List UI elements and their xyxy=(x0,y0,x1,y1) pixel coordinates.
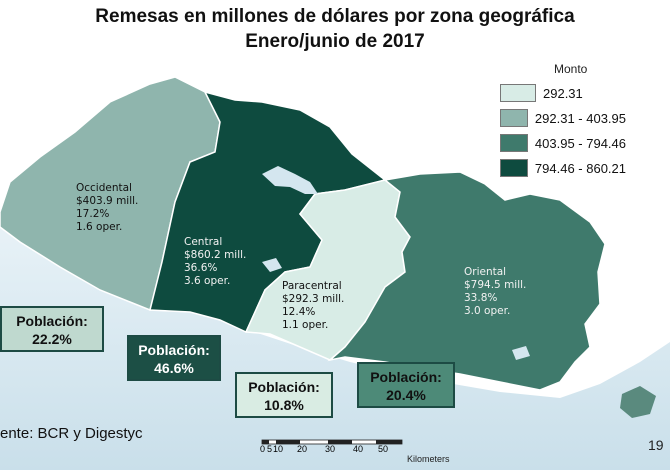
population-value: 20.4% xyxy=(386,387,426,403)
scale-tick: 50 xyxy=(378,444,389,454)
lake-olomega xyxy=(512,346,530,360)
lake-ilopango xyxy=(262,258,282,272)
scale-tick: 0 xyxy=(260,444,266,454)
label-paracentral-amount: $292.3 mill. xyxy=(282,293,345,305)
label-paracentral: Paracentral $292.3 mill. 12.4% 1.1 oper. xyxy=(282,280,344,332)
legend-swatch xyxy=(500,84,536,102)
legend-title: Monto xyxy=(554,62,588,76)
legend-item: 794.46 - 860.21 xyxy=(500,157,626,179)
label-oriental: Oriental $794.5 mill. 33.8% 3.0 oper. xyxy=(464,266,526,318)
legend: Monto 292.31 292.31 - 403.95 403.95 - 79… xyxy=(500,62,626,182)
label-paracentral-share: 12.4% xyxy=(282,306,316,318)
scale-bar xyxy=(261,439,403,445)
population-value: 46.6% xyxy=(154,360,194,376)
scale-tick: 10 xyxy=(273,444,284,454)
scale-ticks: 0 5 10 20 30 40 50 xyxy=(258,444,408,456)
scale-tick: 30 xyxy=(325,444,336,454)
label-central-ops: 3.6 oper. xyxy=(184,275,231,287)
map-canvas xyxy=(0,76,670,470)
sea xyxy=(0,222,670,470)
scale-tick: 20 xyxy=(297,444,308,454)
legend-swatch xyxy=(500,134,528,152)
population-value: 22.2% xyxy=(32,331,72,347)
legend-label: 403.95 - 794.46 xyxy=(534,135,626,151)
population-occidental: Población: 22.2% xyxy=(0,306,104,352)
legend-label: 794.46 - 860.21 xyxy=(534,160,626,176)
lake-suchitlan xyxy=(262,166,318,194)
legend-item: 292.31 - 403.95 xyxy=(500,107,626,129)
label-oriental-name: Oriental xyxy=(464,266,507,278)
label-central-amount: $860.2 mill. xyxy=(184,249,247,261)
population-label: Población: xyxy=(16,313,88,329)
population-label: Población: xyxy=(370,369,442,385)
label-occidental-amount: $403.9 mill. xyxy=(76,195,139,207)
label-central-share: 36.6% xyxy=(184,262,218,274)
legend-swatch xyxy=(500,109,528,127)
label-central: Central $860.2 mill. 36.6% 3.6 oper. xyxy=(184,236,246,288)
gulf-island xyxy=(620,386,656,418)
scale-unit: Kilometers xyxy=(407,454,450,464)
legend-label: 292.31 - 403.95 xyxy=(534,110,626,126)
legend-swatch xyxy=(500,159,528,177)
population-label: Población: xyxy=(138,342,210,358)
legend-item: 403.95 - 794.46 xyxy=(500,132,626,154)
source-note: ente: BCR y Digestyc xyxy=(0,425,143,442)
map-title: Remesas en millones de dólares por zona … xyxy=(0,4,670,54)
map-area: Occidental $403.9 mill. 17.2% 1.6 oper. … xyxy=(0,62,670,470)
label-occidental: Occidental $403.9 mill. 17.2% 1.6 oper. xyxy=(76,182,138,234)
population-label: Población: xyxy=(248,379,320,395)
legend-item: 292.31 xyxy=(500,82,626,104)
label-occidental-ops: 1.6 oper. xyxy=(76,221,123,233)
population-paracentral: Población: 10.8% xyxy=(235,372,333,418)
title-line-2: Enero/junio de 2017 xyxy=(245,31,425,52)
label-oriental-ops: 3.0 oper. xyxy=(464,305,511,317)
population-central: Población: 46.6% xyxy=(127,335,221,381)
scale-tick: 5 xyxy=(267,444,273,454)
population-value: 10.8% xyxy=(264,397,304,413)
label-occidental-name: Occidental xyxy=(76,182,132,194)
population-oriental: Población: 20.4% xyxy=(357,362,455,408)
label-paracentral-name: Paracentral xyxy=(282,280,342,292)
label-paracentral-ops: 1.1 oper. xyxy=(282,319,329,331)
label-occidental-share: 17.2% xyxy=(76,208,110,220)
legend-label: 292.31 xyxy=(543,85,583,101)
title-line-1: Remesas en millones de dólares por zona … xyxy=(95,6,575,27)
scale-tick: 40 xyxy=(353,444,364,454)
region-oriental[interactable] xyxy=(327,171,606,391)
label-oriental-amount: $794.5 mill. xyxy=(464,279,527,291)
label-central-name: Central xyxy=(184,236,223,248)
page-number: 19 xyxy=(648,437,664,453)
label-oriental-share: 33.8% xyxy=(464,292,498,304)
